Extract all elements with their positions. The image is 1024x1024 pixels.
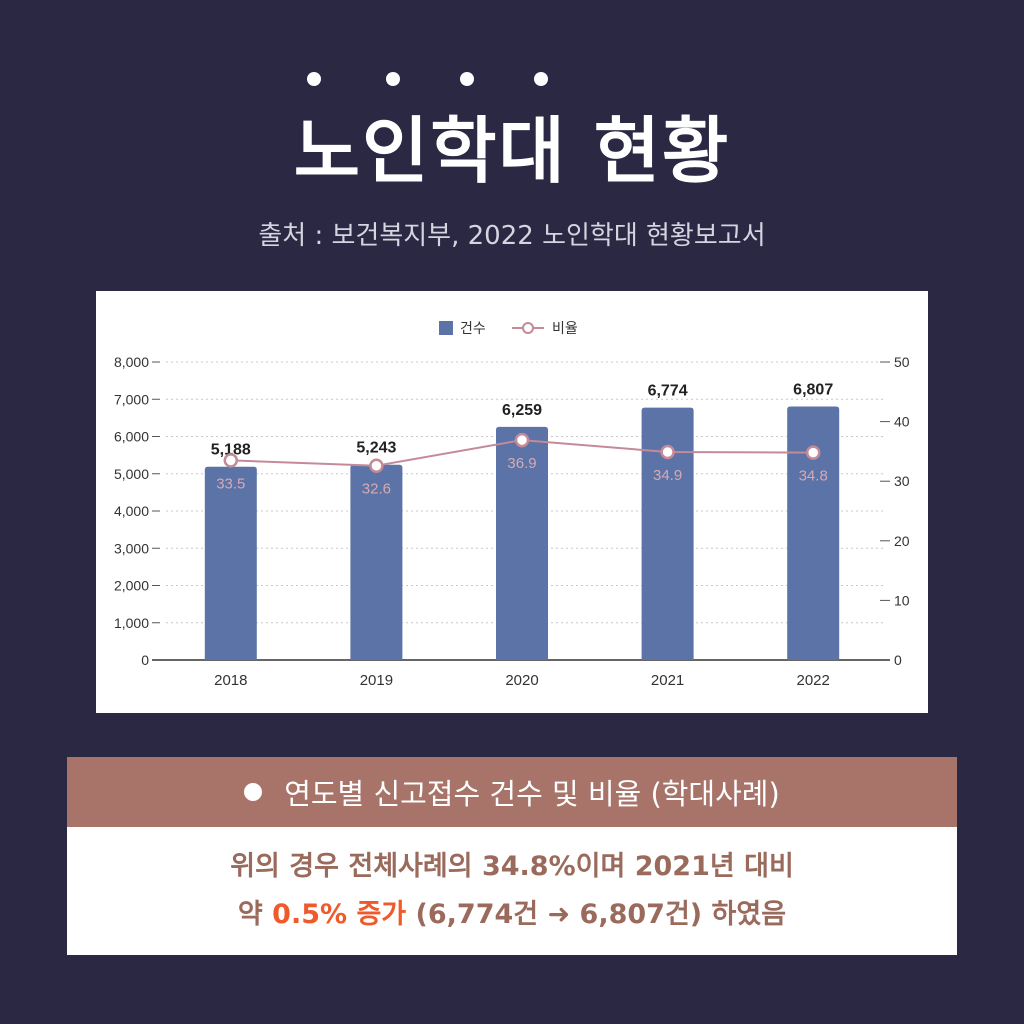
bar-2021 — [641, 407, 694, 660]
ratio-value-label: 33.5 — [216, 475, 245, 492]
y-left-tick-label: 0 — [141, 652, 149, 668]
combo-chart: 0 1,000 2,000 3,000 4,000 5,000 6,000 7,000 8,00… — [114, 321, 910, 689]
legend-bar-label: 건수 — [460, 321, 486, 337]
x-tick-label: 2020 — [505, 672, 538, 689]
bar-2018 — [204, 466, 257, 660]
y-left-tick-label: 5,000 — [114, 466, 149, 482]
bar-value-label: 6,807 — [793, 381, 833, 398]
x-tick-label: 2022 — [797, 672, 830, 689]
title-dot — [460, 72, 474, 86]
y-left-tick-label: 3,000 — [114, 540, 149, 556]
bullet-icon — [244, 783, 263, 801]
title-dots — [0, 72, 1024, 92]
y-right-tick-label: 40 — [894, 414, 910, 430]
y-left-tick-label: 7,000 — [114, 391, 149, 407]
description-prefix: 약 — [237, 899, 273, 930]
description-highlight: 0.5% 증가 — [272, 899, 407, 930]
bar-value-label: 5,188 — [211, 442, 251, 459]
bar-value-label: 6,259 — [502, 402, 542, 419]
y-left-tick-label: 8,000 — [114, 354, 149, 370]
ratio-point — [660, 444, 675, 460]
caption-bar: 연도별 신고접수 건수 및 비율 (학대사례) — [67, 757, 957, 827]
bar-2020 — [496, 426, 548, 660]
bar-2019 — [350, 464, 403, 660]
ratio-point — [514, 432, 530, 448]
ratio-point — [805, 445, 821, 460]
ratio-point — [369, 458, 384, 473]
description-line-2: 약 0.5% 증가 (6,774건 ➜ 6,807건) 하였음 — [238, 891, 786, 939]
y-right-tick-label: 0 — [894, 652, 902, 668]
page-title: 노인학대 현황 — [293, 109, 731, 193]
y-right-tick-label: 50 — [894, 354, 910, 370]
bar-value-label: 6,774 — [648, 383, 688, 400]
ratio-point — [223, 453, 239, 468]
y-right-tick-label: 30 — [894, 473, 910, 489]
description-box: 위의 경우 전체사례의 34.8%이며 2021년 대비 약 0.5% 증가 (… — [67, 827, 957, 955]
y-left-tick-label: 2,000 — [114, 578, 149, 594]
ratio-value-label: 36.9 — [507, 455, 536, 472]
description-line-1: 위의 경우 전체사례의 34.8%이며 2021년 대비 — [230, 851, 794, 882]
y-left-tick-label: 6,000 — [114, 429, 149, 445]
y-right-tick-label: 10 — [894, 592, 910, 608]
y-left-tick-label: 4,000 — [114, 503, 149, 519]
legend-line-marker — [522, 322, 534, 334]
caption-text: 연도별 신고접수 건수 및 비율 (학대사례) — [284, 777, 780, 811]
x-tick-label: 2021 — [651, 672, 684, 689]
x-tick-label: 2019 — [360, 672, 393, 689]
bar-2022 — [787, 406, 840, 660]
y-left-tick-label: 1,000 — [114, 615, 149, 631]
title-dot — [307, 72, 321, 86]
description-suffix: (6,774건 ➜ 6,807건) 하였음 — [406, 899, 787, 930]
bar-value-label: 5,243 — [356, 440, 396, 457]
legend-bar-swatch — [439, 321, 453, 335]
title-dot — [534, 72, 548, 86]
title-dot — [386, 72, 400, 86]
legend-line-label: 비율 — [552, 321, 578, 337]
chart-card: 0 1,000 2,000 3,000 4,000 5,000 6,000 7,000 8,00… — [96, 291, 928, 713]
y-right-tick-label: 20 — [894, 533, 910, 549]
ratio-value-label: 34.9 — [653, 467, 682, 484]
source-text: 출처 : 보건복지부, 2022 노인학대 현황보고서 — [258, 221, 766, 251]
ratio-value-label: 32.6 — [362, 481, 391, 498]
x-tick-label: 2018 — [214, 672, 247, 689]
ratio-value-label: 34.8 — [799, 468, 828, 485]
